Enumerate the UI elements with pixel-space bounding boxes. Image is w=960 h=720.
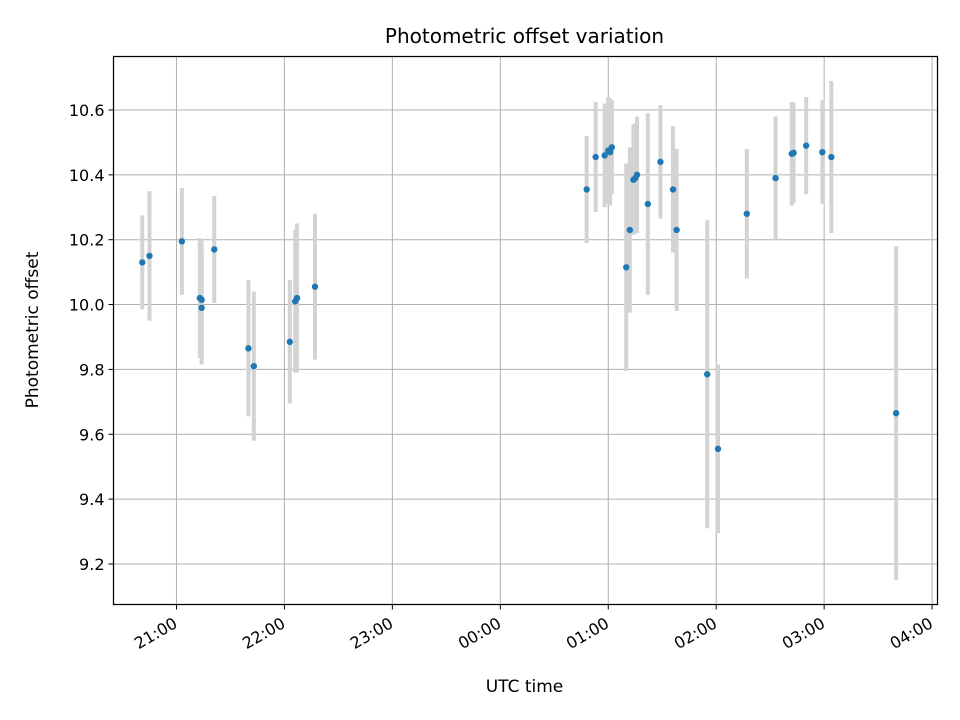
chart-title: Photometric offset variation — [385, 24, 664, 48]
data-point — [828, 153, 835, 161]
data-point — [704, 371, 711, 378]
data-point — [608, 144, 616, 151]
y-tick-label: 9.6 — [79, 425, 104, 444]
data-point — [211, 246, 218, 253]
x-tick-label: 23:00 — [347, 614, 396, 654]
x-tick-label: 21:00 — [131, 614, 180, 654]
data-point — [743, 210, 750, 217]
y-tick-label: 9.2 — [79, 555, 104, 574]
data-point — [178, 238, 186, 245]
x-tick-label: 22:00 — [239, 614, 288, 654]
data-point — [601, 152, 608, 159]
data-point — [714, 445, 722, 453]
y-axis-label: Photometric offset — [23, 251, 43, 408]
x-axis-ticks: 21:00 22:00 23:00 00:00 01:00 02:00 03:00 04:00 — [131, 604, 936, 654]
x-tick-label: 02:00 — [671, 614, 720, 654]
data-point — [592, 153, 599, 161]
data-point — [198, 304, 205, 312]
data-point — [819, 148, 826, 156]
data-point — [657, 158, 664, 166]
data-point — [583, 186, 590, 193]
data-point — [626, 226, 634, 234]
error-bars — [140, 80, 899, 581]
y-tick-label: 9.8 — [79, 360, 104, 379]
y-tick-label: 10.4 — [69, 166, 105, 185]
data-point — [606, 148, 614, 156]
plot-frame — [112, 55, 939, 606]
y-tick-label: 9.4 — [79, 490, 104, 509]
x-tick-label: 00:00 — [455, 614, 504, 654]
data-point — [892, 409, 900, 417]
data-points — [139, 142, 900, 453]
data-point — [644, 200, 652, 208]
data-point — [286, 338, 294, 346]
data-point — [623, 264, 630, 271]
data-point — [245, 345, 252, 352]
data-point — [146, 252, 153, 260]
x-tick-label: 03:00 — [779, 614, 828, 654]
y-axis-ticks: 9.2 9.4 9.6 9.8 10.0 10.2 10.4 10.6 — [69, 101, 114, 574]
data-point — [139, 259, 146, 266]
data-point — [669, 186, 677, 193]
data-point — [311, 283, 319, 290]
x-axis-label: UTC time — [486, 677, 564, 697]
y-tick-label: 10.0 — [69, 296, 105, 315]
y-tick-label: 10.2 — [69, 231, 105, 250]
y-tick-label: 10.6 — [69, 101, 105, 120]
x-tick-label: 04:00 — [887, 614, 936, 654]
data-point — [198, 296, 205, 303]
data-point — [673, 226, 680, 234]
data-point — [293, 294, 301, 302]
data-point — [790, 149, 797, 157]
data-point — [802, 142, 810, 149]
grid — [113, 56, 938, 605]
x-tick-label: 01:00 — [563, 614, 612, 654]
data-point — [633, 171, 641, 179]
data-point — [772, 174, 779, 182]
data-point — [250, 362, 258, 370]
